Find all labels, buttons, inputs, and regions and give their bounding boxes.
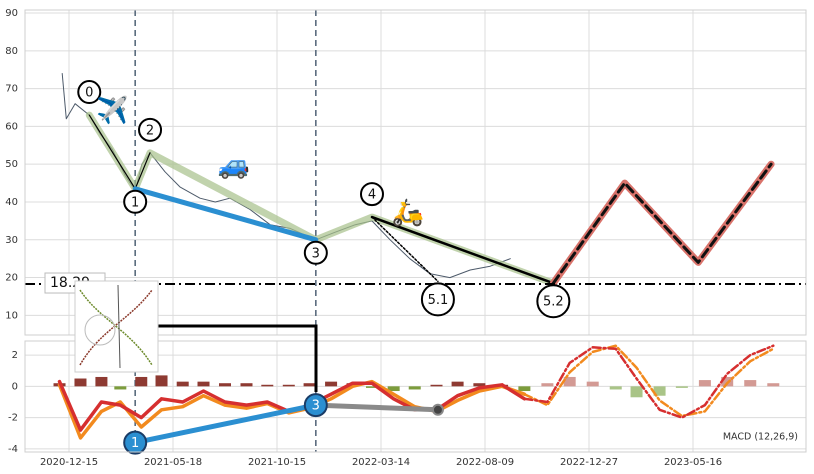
wave-marker (359, 182, 384, 207)
wave-label: 5.1 (428, 293, 449, 308)
price-panel-frame (24, 9, 807, 336)
y-tick-label: -4 (8, 444, 18, 455)
y-tick-label: 0 (12, 381, 18, 392)
histogram-bar (74, 378, 87, 387)
trend-line (132, 186, 319, 243)
x-tick-label: 2022-08-09 (456, 457, 514, 468)
histogram-bar (176, 381, 189, 387)
icon: 🚙 (218, 151, 250, 181)
wave-label: 2 (146, 123, 154, 138)
histogram-bar (408, 386, 421, 390)
wave-marker (123, 189, 148, 214)
histogram-bar (219, 383, 231, 387)
histogram-bar (451, 381, 464, 387)
y-tick-label: 80 (5, 46, 18, 57)
wave-line (371, 216, 439, 283)
wave-label: 0 (85, 86, 93, 101)
x-tick-label: 2023-05-16 (664, 457, 722, 468)
icon: ✈️ (96, 94, 128, 126)
histogram-bar (365, 386, 378, 388)
inset-ring (84, 314, 116, 346)
histogram-bar (541, 383, 554, 387)
y-tick-label: 70 (5, 84, 18, 95)
wave-marker (420, 282, 455, 317)
wave-marker (77, 80, 102, 105)
histogram-bar (95, 376, 108, 387)
histogram-bar (675, 386, 688, 388)
x-tick-label: 2021-05-18 (144, 457, 202, 468)
histogram-bar (586, 381, 599, 387)
wave-label: 5.2 (543, 295, 564, 310)
grid-layer (25, 10, 806, 452)
y-tick-label: 30 (5, 235, 18, 246)
histogram-bar (518, 386, 531, 392)
wave-marker (138, 117, 163, 142)
histogram-bar (387, 386, 400, 392)
histogram-bar (609, 386, 622, 390)
inset-axis (117, 284, 121, 369)
histogram-bar (767, 383, 780, 387)
y-tick-label: 2 (12, 350, 18, 361)
macd-forecast-line (523, 344, 775, 419)
macd-marker (123, 430, 148, 455)
y-tick-label: 90 (5, 8, 18, 19)
histogram-bar (155, 375, 168, 387)
histogram-bar (430, 384, 443, 387)
inset-image (74, 280, 159, 373)
y-tick-label: 20 (5, 273, 18, 284)
macd-marker-label: 1 (131, 436, 139, 451)
macd-marker (303, 393, 328, 418)
histogram-bar (653, 386, 666, 396)
histogram-bar (114, 386, 127, 390)
histogram-bar (135, 376, 148, 387)
macd-marker-label: 3 (312, 399, 320, 414)
histogram-bar (630, 386, 643, 398)
wave-label: 1 (131, 195, 139, 210)
y-tick-label: -2 (8, 413, 18, 424)
y-tick-label: 40 (5, 197, 18, 208)
histogram-bar (325, 381, 338, 387)
projection-line (551, 162, 773, 285)
wave-marker (303, 240, 328, 265)
icon: 🛵 (392, 198, 424, 228)
macd-label: MACD (12,26,9) (723, 432, 798, 443)
trend-line (132, 402, 319, 446)
y-tick-label: 60 (5, 121, 18, 132)
macd-panel-frame (24, 340, 807, 453)
x-tick-label: 2020-12-15 (40, 457, 98, 468)
histogram-bar (240, 383, 253, 387)
connector (130, 324, 318, 392)
x-tick-label: 2021-10-15 (248, 457, 306, 468)
histogram-bar (261, 384, 274, 387)
histogram-bar (282, 384, 295, 387)
wave-label: 3 (312, 246, 320, 261)
wave-marker (536, 284, 571, 319)
link-dot (431, 403, 444, 416)
histogram-bar (473, 383, 486, 387)
y-tick-label: 10 (5, 310, 18, 321)
link-line (313, 402, 441, 413)
histogram-bar (744, 380, 757, 387)
histogram-bar (303, 383, 316, 387)
macd-forecast-line (523, 344, 775, 418)
inset-curve (79, 289, 153, 366)
x-tick-label: 2022-12-27 (560, 457, 618, 468)
wave-label: 4 (368, 188, 376, 203)
histogram-bar (698, 380, 711, 387)
x-tick-label: 2022-03-14 (352, 457, 410, 468)
wave-line (370, 215, 555, 285)
histogram-bar (197, 381, 210, 387)
histogram-bar (563, 376, 576, 387)
inset-curve (79, 289, 153, 366)
y-tick-label: 50 (5, 159, 18, 170)
